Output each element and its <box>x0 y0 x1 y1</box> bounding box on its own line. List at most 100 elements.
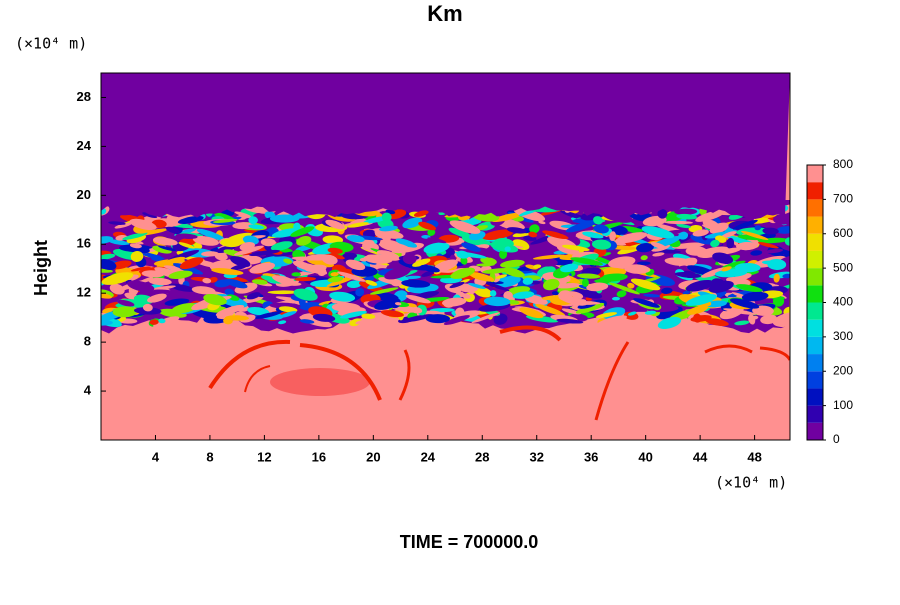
blob <box>593 224 609 234</box>
blob <box>690 314 712 322</box>
blob <box>477 247 500 257</box>
blob <box>529 224 540 234</box>
blob <box>279 311 297 318</box>
blob <box>179 257 204 270</box>
blob <box>365 279 378 286</box>
blob <box>636 243 654 253</box>
blob <box>674 208 698 215</box>
blob <box>318 300 335 306</box>
blob <box>346 280 362 289</box>
blob <box>633 298 660 308</box>
colorbar-segment <box>807 268 823 286</box>
blob <box>404 275 421 280</box>
blob <box>234 245 264 256</box>
blob <box>290 226 315 237</box>
blob <box>401 279 431 288</box>
blob <box>476 263 495 267</box>
colorbar-label: 300 <box>833 329 853 343</box>
blob <box>246 292 261 300</box>
blob <box>626 295 634 302</box>
blob <box>712 252 734 264</box>
blob <box>732 219 758 230</box>
blob <box>543 278 560 291</box>
arc <box>244 365 271 393</box>
blob <box>701 224 723 232</box>
blob <box>293 288 318 301</box>
blob <box>325 219 345 230</box>
blob <box>168 283 196 292</box>
blob <box>376 250 401 261</box>
blob <box>493 313 508 325</box>
blob <box>556 318 584 324</box>
blob <box>456 250 470 259</box>
blob <box>394 302 402 306</box>
blob <box>644 310 657 315</box>
blob <box>627 282 635 289</box>
blob <box>729 298 760 309</box>
blob <box>414 291 439 299</box>
x-tick-label: 44 <box>693 449 708 464</box>
x-tick-label: 24 <box>421 449 436 464</box>
blob <box>687 305 709 315</box>
blob <box>750 250 763 256</box>
blob <box>555 283 581 289</box>
blob <box>401 314 434 323</box>
blob <box>461 242 481 252</box>
blob <box>685 279 714 292</box>
blob <box>710 239 720 248</box>
blob <box>331 302 361 312</box>
blob <box>191 286 216 295</box>
y-tick-label: 4 <box>84 383 92 398</box>
x-tick-label: 48 <box>747 449 761 464</box>
blob <box>232 222 254 230</box>
arc <box>208 339 291 390</box>
blob <box>270 241 293 251</box>
blob <box>272 275 297 285</box>
y-tick-label: 28 <box>77 89 91 104</box>
colorbar-segment <box>807 405 823 423</box>
blob <box>214 279 231 288</box>
blob <box>402 253 417 265</box>
blob <box>355 319 371 325</box>
blob <box>240 295 264 304</box>
arc <box>704 344 753 354</box>
blob <box>784 237 790 246</box>
y-tick-label: 24 <box>77 138 92 153</box>
blob <box>312 313 336 322</box>
blob <box>278 306 298 313</box>
blob <box>708 280 734 293</box>
blob <box>624 264 650 274</box>
blob <box>215 304 245 317</box>
colorbar-segment <box>807 371 823 389</box>
blob <box>165 226 180 234</box>
blob <box>342 252 358 259</box>
contour-field <box>101 73 790 440</box>
blob <box>254 311 282 319</box>
blob <box>726 237 735 249</box>
arc <box>594 341 630 421</box>
blob <box>423 242 450 254</box>
blob <box>652 252 665 257</box>
blob <box>443 315 470 325</box>
blob <box>126 234 147 244</box>
blob <box>175 233 198 239</box>
blob <box>327 276 344 283</box>
blob <box>201 251 219 257</box>
y-unit: (×10⁴ m) <box>15 35 87 53</box>
blob <box>474 287 493 298</box>
blob <box>388 299 400 309</box>
blob <box>139 251 165 260</box>
blob <box>427 228 436 236</box>
blob <box>252 279 268 285</box>
blob <box>363 254 393 264</box>
blob <box>248 216 258 225</box>
blob <box>482 229 514 241</box>
blob <box>117 299 135 307</box>
colorbar-label: 100 <box>833 398 853 412</box>
blob <box>305 264 327 273</box>
blob <box>641 226 675 239</box>
blob <box>443 299 455 308</box>
blob <box>574 287 603 299</box>
blob <box>661 287 673 294</box>
blob <box>248 224 264 230</box>
